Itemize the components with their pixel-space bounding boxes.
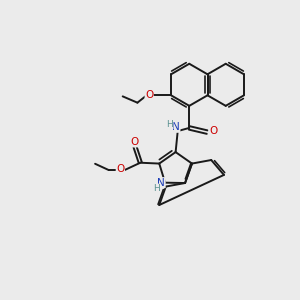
Text: O: O bbox=[209, 126, 217, 136]
Text: N: N bbox=[172, 122, 180, 132]
Text: O: O bbox=[130, 137, 138, 147]
Text: O: O bbox=[116, 164, 124, 174]
Text: H: H bbox=[153, 184, 160, 193]
Text: O: O bbox=[145, 90, 153, 100]
Text: H: H bbox=[167, 120, 173, 129]
Text: N: N bbox=[158, 178, 165, 188]
